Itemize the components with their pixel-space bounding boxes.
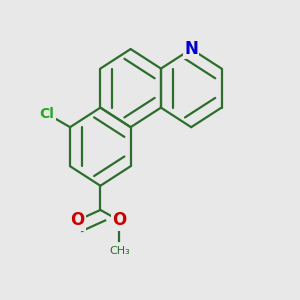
- Text: O: O: [112, 212, 126, 230]
- Text: Cl: Cl: [40, 107, 55, 121]
- Text: O: O: [70, 212, 84, 230]
- Text: N: N: [184, 40, 198, 58]
- Text: CH₃: CH₃: [109, 246, 130, 256]
